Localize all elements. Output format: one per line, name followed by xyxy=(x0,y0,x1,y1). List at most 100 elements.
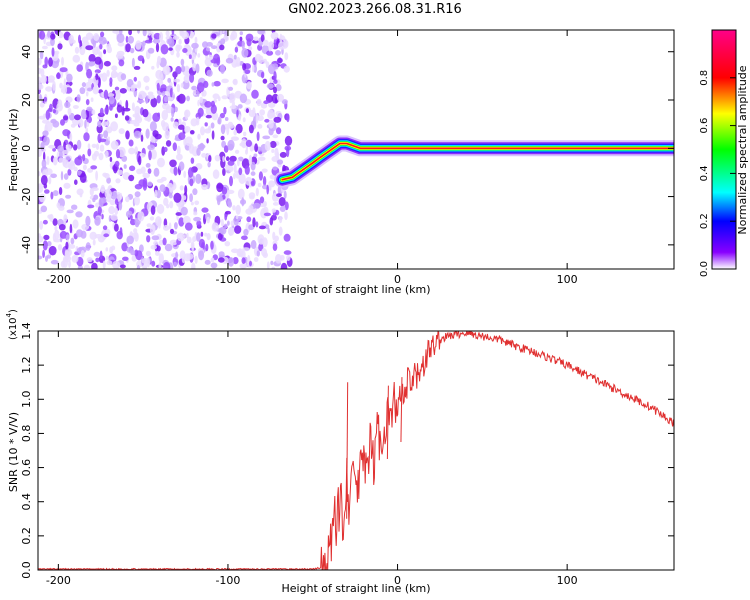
noise-blob xyxy=(161,109,169,121)
noise-blob xyxy=(180,206,188,216)
noise-blob xyxy=(147,30,152,36)
noise-blob xyxy=(75,211,83,218)
noise-blob xyxy=(184,253,191,262)
noise-blob xyxy=(284,135,293,146)
noise-blob xyxy=(144,39,153,44)
noise-blob xyxy=(189,193,194,203)
noise-blob xyxy=(220,135,225,141)
noise-blob xyxy=(120,73,127,81)
noise-blob xyxy=(58,31,64,39)
colorbar-label: Normalized spectral amplitude xyxy=(736,65,749,234)
noise-blob xyxy=(210,257,215,263)
noise-blob xyxy=(272,134,279,139)
noise-blob xyxy=(194,36,198,44)
noise-blob xyxy=(65,234,70,240)
noise-blob xyxy=(256,250,260,257)
noise-blob xyxy=(93,251,101,257)
noise-blob xyxy=(264,140,271,152)
noise-blob xyxy=(201,90,207,97)
noise-blob xyxy=(125,35,129,43)
noise-blob xyxy=(255,113,259,124)
noise-blob xyxy=(114,160,120,167)
noise-blob xyxy=(271,149,275,153)
noise-blob xyxy=(142,172,150,179)
noise-blob xyxy=(47,78,55,83)
noise-blob xyxy=(156,204,165,214)
noise-blob xyxy=(283,65,290,73)
noise-blob xyxy=(71,255,79,263)
noise-blob xyxy=(104,107,108,115)
noise-blob xyxy=(99,43,103,50)
noise-blob xyxy=(197,99,200,107)
noise-blob xyxy=(260,102,268,109)
noise-blob xyxy=(40,74,47,84)
noise-blob xyxy=(283,233,291,242)
noise-blob xyxy=(184,185,188,195)
noise-blob xyxy=(114,198,119,206)
noise-blob xyxy=(279,205,286,212)
noise-blob xyxy=(43,96,48,102)
noise-blob xyxy=(224,117,229,121)
noise-blob xyxy=(125,196,130,203)
noise-blob xyxy=(173,261,178,267)
noise-blob xyxy=(45,255,48,262)
noise-blob xyxy=(273,86,277,94)
noise-blob xyxy=(264,118,270,123)
noise-blob xyxy=(127,35,134,44)
noise-blob xyxy=(91,187,99,192)
noise-blob xyxy=(279,33,283,44)
noise-blob xyxy=(67,168,72,176)
noise-blob xyxy=(144,116,151,121)
noise-blob xyxy=(79,45,86,56)
noise-blob xyxy=(59,150,63,159)
noise-blob xyxy=(184,222,193,231)
noise-blob xyxy=(219,44,225,51)
noise-blob xyxy=(191,85,198,91)
noise-blob xyxy=(160,176,167,182)
noise-blob xyxy=(208,54,214,61)
noise-blob xyxy=(77,155,82,160)
noise-blob xyxy=(65,156,71,161)
noise-blob xyxy=(238,114,242,122)
noise-blob xyxy=(171,107,175,118)
noise-blob xyxy=(56,72,61,80)
noise-blob xyxy=(276,93,284,102)
noise-blob xyxy=(190,130,195,135)
noise-blob xyxy=(259,109,266,116)
snr-multiplier: (x104) xyxy=(5,309,19,340)
noise-blob xyxy=(178,132,186,141)
noise-blob xyxy=(255,221,259,228)
noise-blob xyxy=(106,260,113,266)
noise-blob xyxy=(58,187,63,195)
noise-blob xyxy=(52,109,56,114)
noise-blob xyxy=(158,253,164,264)
noise-blob xyxy=(106,120,109,127)
noise-blob xyxy=(63,182,71,189)
spectrogram-x-label: Height of straight line (km) xyxy=(281,283,430,296)
noise-blob xyxy=(114,223,119,232)
noise-blob xyxy=(60,119,65,126)
noise-blob xyxy=(45,86,53,92)
noise-blob xyxy=(145,128,150,139)
noise-blob xyxy=(136,264,141,269)
noise-blob xyxy=(204,101,212,108)
noise-blob xyxy=(270,32,279,40)
noise-blob xyxy=(164,243,173,252)
noise-blob xyxy=(115,90,120,95)
noise-blob xyxy=(206,216,210,224)
noise-blob xyxy=(273,79,278,84)
noise-blob xyxy=(232,78,238,86)
noise-blob xyxy=(52,147,56,152)
noise-blob xyxy=(234,149,240,154)
noise-blob xyxy=(48,144,56,149)
noise-blob xyxy=(223,145,229,153)
noise-blob xyxy=(84,119,87,129)
noise-blob xyxy=(153,167,160,177)
noise-blob xyxy=(128,147,136,155)
noise-blob xyxy=(100,133,103,138)
noise-blob xyxy=(87,167,94,173)
frequency-ridge xyxy=(274,135,674,188)
noise-blob xyxy=(86,257,93,263)
noise-blob xyxy=(39,50,44,60)
